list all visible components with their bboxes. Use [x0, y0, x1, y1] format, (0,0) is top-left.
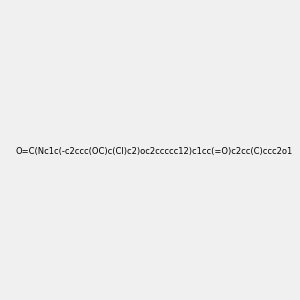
Text: O=C(Nc1c(-c2ccc(OC)c(Cl)c2)oc2ccccc12)c1cc(=O)c2cc(C)ccc2o1: O=C(Nc1c(-c2ccc(OC)c(Cl)c2)oc2ccccc12)c1…	[15, 147, 292, 156]
